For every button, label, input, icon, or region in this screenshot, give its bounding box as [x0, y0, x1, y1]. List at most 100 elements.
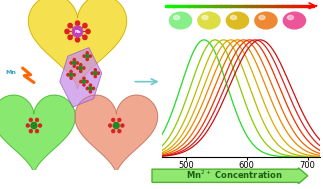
Bar [287, 5, 289, 7]
Polygon shape [0, 95, 75, 174]
Bar [243, 5, 244, 7]
Ellipse shape [287, 15, 294, 20]
Bar [225, 5, 227, 7]
Bar [235, 5, 237, 7]
Circle shape [29, 130, 32, 133]
Circle shape [36, 130, 38, 133]
Bar [207, 5, 208, 7]
Circle shape [121, 124, 124, 127]
Circle shape [73, 59, 76, 61]
Circle shape [86, 52, 89, 54]
Bar [279, 5, 280, 7]
Bar [277, 5, 279, 7]
Bar [173, 5, 175, 7]
Bar [194, 5, 196, 7]
Bar [296, 5, 297, 7]
Polygon shape [60, 48, 102, 107]
Bar [302, 5, 304, 7]
Bar [204, 5, 206, 7]
Circle shape [113, 122, 119, 129]
Bar [175, 5, 176, 7]
Circle shape [75, 21, 80, 25]
Bar [298, 5, 300, 7]
Circle shape [73, 74, 75, 76]
Bar [260, 5, 262, 7]
Bar [190, 5, 191, 7]
Bar [182, 5, 183, 7]
Circle shape [83, 77, 85, 80]
Text: Mn: Mn [6, 70, 17, 75]
Bar [212, 5, 213, 7]
Bar [249, 5, 250, 7]
Bar [166, 5, 167, 7]
Circle shape [77, 67, 79, 69]
Bar [245, 5, 247, 7]
Ellipse shape [202, 15, 208, 20]
FancyArrow shape [152, 168, 308, 184]
Circle shape [70, 70, 72, 73]
Bar [242, 5, 243, 7]
Ellipse shape [170, 12, 192, 29]
Circle shape [73, 65, 76, 67]
Bar [301, 5, 302, 7]
Bar [306, 5, 307, 7]
Bar [178, 5, 180, 7]
Circle shape [83, 35, 87, 40]
Bar [191, 5, 192, 7]
Circle shape [69, 73, 73, 77]
Circle shape [36, 118, 38, 122]
Bar [240, 5, 242, 7]
Circle shape [112, 118, 115, 122]
Bar [176, 5, 177, 7]
Bar [266, 5, 268, 7]
Circle shape [75, 38, 80, 42]
Circle shape [83, 67, 85, 69]
Bar [280, 5, 281, 7]
Bar [270, 5, 271, 7]
Bar [292, 5, 294, 7]
Circle shape [89, 55, 91, 57]
Bar [193, 5, 194, 7]
Circle shape [94, 71, 97, 75]
Bar [222, 5, 223, 7]
Circle shape [39, 124, 41, 127]
Bar [213, 5, 214, 7]
Bar [214, 5, 216, 7]
Bar [202, 5, 203, 7]
Bar [170, 5, 171, 7]
Bar [223, 5, 224, 7]
Bar [184, 5, 186, 7]
Circle shape [31, 122, 37, 129]
Bar [197, 5, 198, 7]
Circle shape [73, 61, 76, 65]
Bar [274, 5, 275, 7]
Bar [187, 5, 188, 7]
Bar [297, 5, 299, 7]
Bar [234, 5, 235, 7]
Bar [229, 5, 231, 7]
Circle shape [65, 29, 69, 34]
Bar [211, 5, 212, 7]
Bar [310, 5, 311, 7]
Bar [304, 5, 305, 7]
X-axis label: Wavelength (nm): Wavelength (nm) [198, 171, 283, 181]
Circle shape [29, 118, 32, 122]
Bar [258, 5, 259, 7]
Circle shape [68, 35, 72, 40]
Bar [265, 5, 266, 7]
Bar [259, 5, 260, 7]
Circle shape [79, 66, 82, 70]
Circle shape [68, 23, 72, 28]
Bar [181, 5, 182, 7]
Bar [294, 5, 295, 7]
Bar [227, 5, 228, 7]
Bar [238, 5, 239, 7]
Ellipse shape [283, 12, 306, 29]
Text: Mn$^{2+}$ Concentration: Mn$^{2+}$ Concentration [186, 169, 283, 181]
Circle shape [83, 23, 87, 28]
Bar [239, 5, 240, 7]
Bar [188, 5, 190, 7]
Bar [218, 5, 219, 7]
Ellipse shape [173, 15, 180, 20]
Bar [290, 5, 291, 7]
